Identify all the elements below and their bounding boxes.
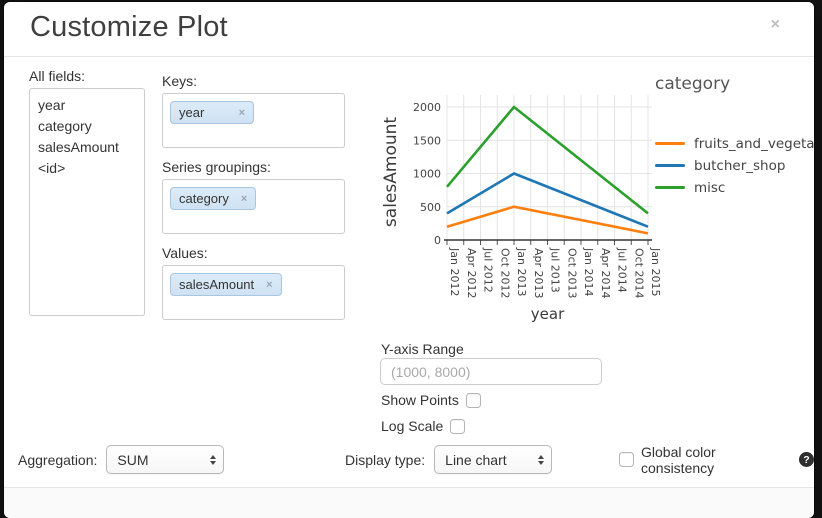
customize-plot-dialog: Customize Plot × All fields: year categor…	[4, 2, 814, 518]
display-type-select[interactable]: Line chart	[434, 445, 553, 474]
global-color-checkbox[interactable]	[619, 452, 634, 467]
svg-text:Jan 2012: Jan 2012	[448, 247, 461, 296]
values-label: Values:	[162, 245, 208, 261]
field-chip-label: salesAmount	[179, 277, 255, 292]
log-scale-label: Log Scale	[381, 418, 444, 434]
svg-text:0: 0	[434, 234, 441, 247]
legend-label: butcher_shop	[694, 157, 786, 174]
global-color-label: Global color consistency	[641, 443, 716, 476]
svg-text:Jan 2014: Jan 2014	[582, 247, 595, 296]
show-points-row: Show Points	[381, 392, 481, 408]
display-type-value: Line chart	[445, 451, 507, 468]
legend-label: misc	[694, 179, 726, 196]
close-icon[interactable]: ×	[770, 16, 780, 33]
svg-text:year: year	[531, 305, 565, 323]
show-points-label: Show Points	[381, 392, 459, 408]
svg-text:Jul 2014: Jul 2014	[616, 247, 629, 293]
log-scale-row: Log Scale	[381, 418, 466, 434]
legend-swatch	[655, 164, 685, 167]
field-item[interactable]: <id>	[38, 160, 66, 176]
all-fields-label: All fields:	[29, 68, 86, 84]
dialog-header: Customize Plot ×	[4, 2, 814, 57]
field-item[interactable]: salesAmount	[38, 139, 119, 155]
field-chip-label: year	[179, 105, 205, 120]
aggregation-select[interactable]: SUM	[106, 445, 225, 474]
svg-text:500: 500	[420, 201, 441, 214]
series-groupings-label: Series groupings:	[162, 159, 271, 175]
series-groupings-well[interactable]: category ×	[162, 179, 345, 234]
legend-label: fruits_and_vegetables	[694, 135, 814, 152]
svg-text:Jul 2012: Jul 2012	[482, 247, 495, 293]
all-fields-list: year category salesAmount <id>	[29, 88, 145, 316]
svg-text:Jan 2013: Jan 2013	[515, 247, 528, 296]
display-type-label: Display type:	[345, 451, 426, 468]
footer-divider	[4, 487, 814, 518]
legend-entry: misc	[655, 178, 814, 197]
svg-text:2000: 2000	[413, 101, 441, 114]
svg-text:Oct 2013: Oct 2013	[565, 248, 578, 299]
remove-chip-icon[interactable]: ×	[266, 278, 273, 291]
legend-entry: butcher_shop	[655, 156, 814, 175]
values-well[interactable]: salesAmount ×	[162, 265, 345, 320]
global-color-group: Global color consistency ?	[619, 443, 814, 476]
svg-text:1500: 1500	[413, 134, 441, 147]
field-chip[interactable]: category ×	[170, 187, 257, 210]
remove-chip-icon[interactable]: ×	[238, 106, 245, 119]
svg-text:salesAmount: salesAmount	[381, 117, 401, 227]
svg-text:Jul 2013: Jul 2013	[549, 247, 562, 293]
aggregation-group: Aggregation: SUM	[18, 445, 225, 474]
svg-text:Jan 2015: Jan 2015	[649, 247, 662, 296]
svg-text:Oct 2014: Oct 2014	[632, 248, 645, 299]
y-axis-range-label: Y-axis Range	[381, 341, 464, 357]
select-arrows-icon	[210, 454, 217, 465]
help-icon[interactable]: ?	[799, 452, 814, 467]
legend-swatch	[655, 142, 685, 145]
field-chip-label: category	[179, 191, 229, 206]
aggregation-value: SUM	[117, 451, 149, 468]
field-chip[interactable]: salesAmount ×	[170, 273, 282, 296]
plot-legend: category fruits_and_vegetables butcher_sh…	[655, 74, 814, 200]
field-chip[interactable]: year ×	[170, 101, 254, 124]
display-type-group: Display type: Line chart	[345, 445, 553, 474]
legend-title: category	[655, 74, 731, 94]
keys-label: Keys:	[162, 73, 198, 89]
svg-text:Apr 2014: Apr 2014	[599, 248, 612, 299]
show-points-checkbox[interactable]	[465, 392, 481, 408]
plot-preview: 0 500 1000 1500 2000 Jan 2012 Apr 2012 Jul 2012…	[381, 95, 662, 323]
legend-swatch	[655, 186, 685, 189]
dialog-title: Customize Plot	[30, 11, 228, 43]
svg-text:Apr 2012: Apr 2012	[465, 248, 478, 299]
log-scale-checkbox[interactable]	[450, 418, 466, 434]
remove-chip-icon[interactable]: ×	[240, 192, 248, 205]
y-axis-range-input[interactable]	[380, 358, 602, 385]
field-item[interactable]: year	[38, 97, 66, 113]
select-arrows-icon	[538, 454, 545, 465]
keys-well[interactable]: year ×	[162, 93, 345, 148]
field-item[interactable]: category	[38, 118, 92, 134]
svg-text:Apr 2013: Apr 2013	[532, 248, 545, 299]
legend-entry: fruits_and_vegetables	[655, 134, 814, 153]
aggregation-label: Aggregation:	[18, 451, 98, 468]
svg-text:1000: 1000	[413, 168, 441, 181]
svg-text:Oct 2012: Oct 2012	[498, 248, 511, 299]
